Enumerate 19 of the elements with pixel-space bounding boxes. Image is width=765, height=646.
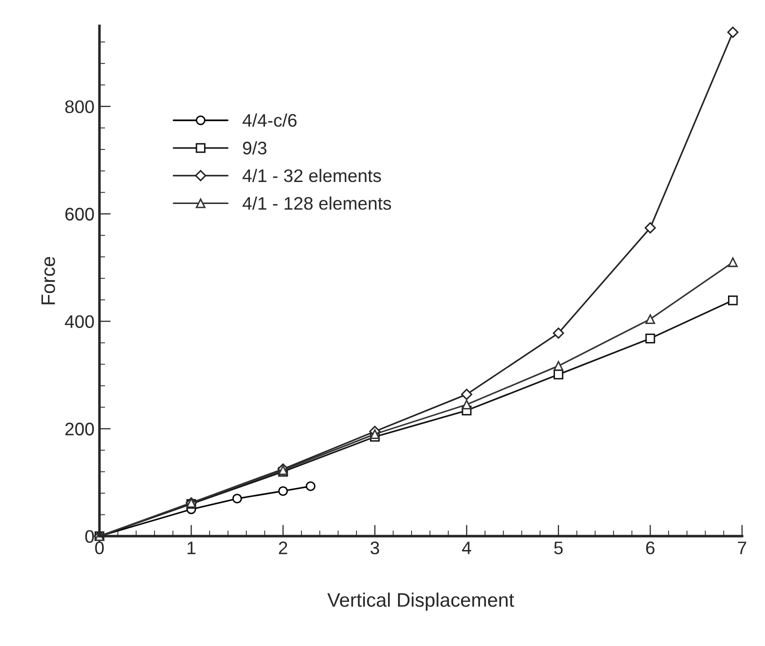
x-tick-label: 2 (278, 542, 288, 554)
x-tick-label: 3 (370, 542, 380, 554)
y-axis-title: Force (42, 257, 56, 304)
x-tick-label: 7 (738, 542, 746, 554)
legend-label: 4/4-c/6 (242, 114, 297, 127)
x-tick-label: 6 (646, 542, 654, 554)
legend-label: 4/1 - 32 elements (242, 168, 381, 182)
x-tick-label: 5 (554, 542, 563, 554)
legend-label: 9/3 (242, 141, 266, 154)
legend-label: 4/1 - 128 elements (242, 196, 392, 210)
y-tick-label: 800 (65, 100, 94, 114)
y-tick-label: 400 (64, 315, 94, 328)
x-axis-title: Vertical Displacement (327, 592, 514, 611)
y-tick-label: 200 (65, 422, 94, 436)
x-tick-label: 4 (462, 542, 472, 554)
x-tick-label: 0 (95, 542, 104, 554)
y-tick-label: 0 (85, 530, 94, 543)
x-tick-label: 1 (188, 542, 196, 554)
y-tick-label: 600 (65, 208, 94, 221)
